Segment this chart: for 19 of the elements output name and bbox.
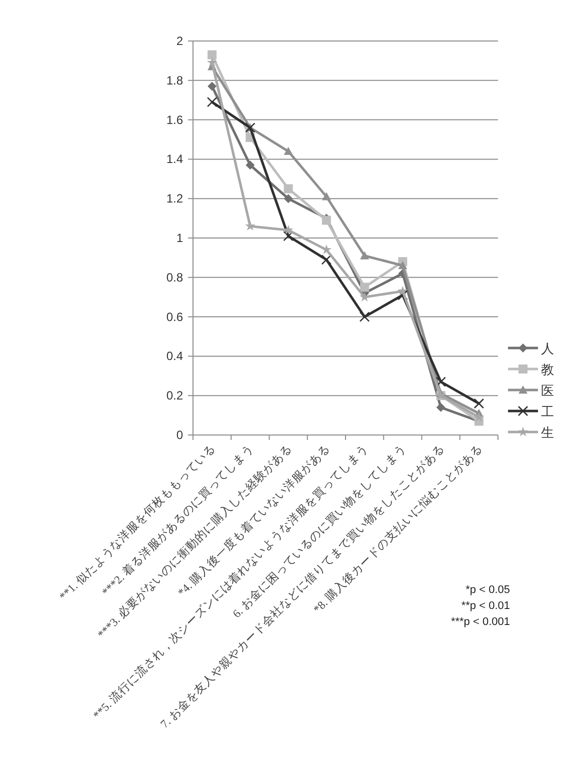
legend-label: 教 <box>541 362 554 377</box>
y-tick-label: 2 <box>176 34 184 48</box>
y-tick-label: 1 <box>176 231 184 245</box>
y-tick-label: 0 <box>176 428 184 442</box>
text: **p < 0.01 <box>461 600 510 612</box>
y-tick-label: 1.2 <box>166 192 184 206</box>
y-tick-label: 1.4 <box>166 152 184 166</box>
text: *p < 0.05 <box>466 584 510 596</box>
legend-label: 工 <box>541 404 554 419</box>
y-tick-label: 0.2 <box>166 388 184 403</box>
y-tick-label: 1.8 <box>166 73 184 88</box>
y-tick-label: 0.8 <box>166 270 184 284</box>
y-tick-label: 0.6 <box>166 310 184 324</box>
y-tick-label: 1.6 <box>166 112 184 127</box>
legend-label: 人 <box>541 341 554 356</box>
legend-label: 医 <box>541 383 554 398</box>
y-tick-label: 0.4 <box>166 349 184 364</box>
legend-label: 生 <box>541 425 554 440</box>
text: ***p < 0.001 <box>450 616 510 628</box>
